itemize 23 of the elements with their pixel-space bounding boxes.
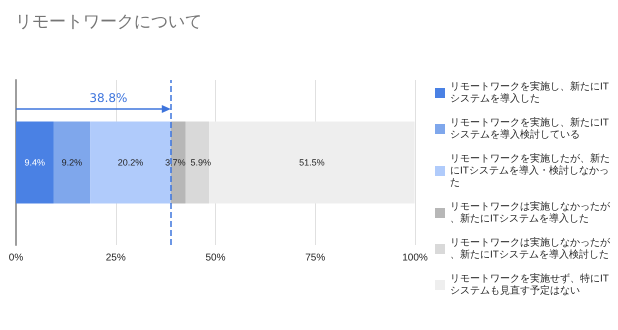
data-label: 51.5% xyxy=(299,158,325,168)
x-tick-label: 50% xyxy=(205,252,226,264)
chart-title: リモートワークについて xyxy=(15,12,202,31)
data-label: 5.9% xyxy=(190,158,212,168)
data-label: 3.7% xyxy=(165,158,186,168)
legend-label: リモートワークを実施し、新たにITシステムを導入した xyxy=(450,80,609,104)
x-tick-label: 75% xyxy=(305,252,326,264)
x-tick-label: 25% xyxy=(106,252,126,264)
legend-label: リモートワークは実施しなかったが、新たにITシステムを導入した xyxy=(450,200,611,224)
bar xyxy=(209,122,415,204)
x-tick-label: 0% xyxy=(8,252,24,264)
data-label: 20.2% xyxy=(118,158,144,168)
legend-label: リモートワークを実施したが、新たにITシステムを導入・検討しなかった xyxy=(450,152,610,188)
bar xyxy=(186,122,210,204)
x-tick-label: 100% xyxy=(402,252,428,264)
legend-label: リモートワークは実施しなかったが、新たにITシステムを導入検討した xyxy=(450,236,611,260)
bar xyxy=(16,122,54,204)
ref-line-label: 38.8% xyxy=(89,91,128,105)
legend-label: リモートワークを実施せず、特にITシステムも見直す予定はない xyxy=(450,272,609,296)
legend-label: リモートワークを実施し、新たにITシステムを導入検討している xyxy=(450,116,609,140)
bar xyxy=(54,122,90,204)
data-label: 9.4% xyxy=(24,158,46,168)
data-label: 9.2% xyxy=(62,158,82,168)
